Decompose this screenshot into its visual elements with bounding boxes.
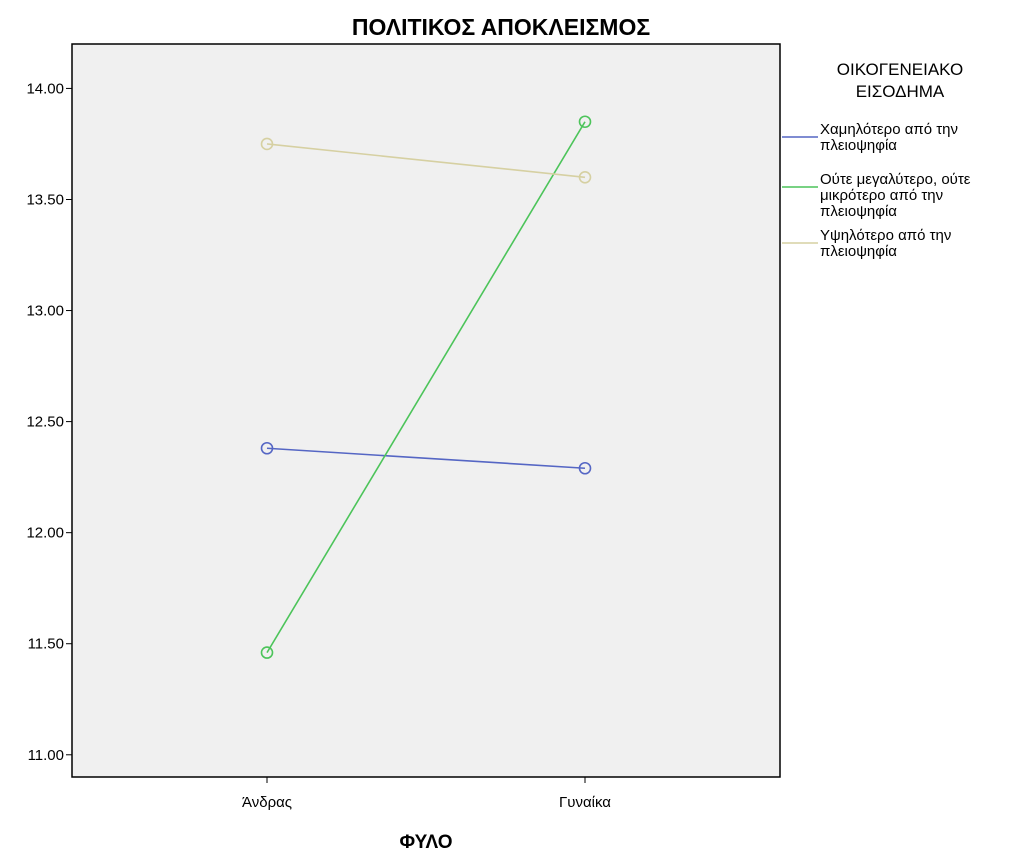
x-tick-label: Άνδρας: [242, 794, 292, 811]
plot-area: [71, 43, 781, 778]
y-tick-label: 13.00: [26, 303, 64, 320]
x-axis: Άνδρας Γυναίκα: [242, 777, 611, 811]
y-tick-label: 11.50: [28, 636, 64, 653]
legend-entry-label: Χαμηλότερο από την: [820, 121, 958, 138]
series-line: [266, 121, 586, 654]
series-line: [266, 143, 586, 179]
y-tick-label: 13.50: [26, 191, 64, 208]
legend-title: ΕΙΣΟΔΗΜΑ: [856, 82, 945, 101]
series-layer: [260, 115, 592, 659]
data-point: [578, 461, 592, 475]
y-axis: 11.00 11.50 12.00 12.50 13.00 13.50 14.00: [26, 80, 72, 764]
y-tick-label: 12.00: [26, 525, 64, 542]
legend-title: ΟΙΚΟΓΕΝΕΙΑΚΟ: [837, 60, 963, 79]
chart-title: ΠΟΛΙΤΙΚΟΣ ΑΠΟΚΛΕΙΣΜΟΣ: [352, 14, 650, 40]
data-point: [578, 115, 592, 129]
legend-entry-label: Ούτε μεγαλύτερο, ούτε: [820, 171, 971, 188]
data-point: [578, 170, 592, 184]
data-point: [260, 646, 274, 659]
x-axis-label: ΦΥΛΟ: [400, 832, 453, 853]
legend-entry-label: πλειοψηφία: [820, 137, 897, 154]
y-tick-label: 12.50: [26, 414, 64, 431]
y-tick-label: 11.00: [28, 747, 64, 764]
legend-entry-label: Υψηλότερο από την: [820, 227, 951, 244]
y-tick-label: 14.00: [26, 80, 64, 97]
data-point: [260, 137, 274, 151]
series-line: [266, 447, 586, 470]
x-tick-label: Γυναίκα: [559, 794, 611, 811]
legend-entry-label: πλειοψηφία: [820, 203, 897, 220]
legend-entry-label: μικρότερο από την: [820, 187, 943, 204]
data-point: [260, 441, 274, 455]
legend-entry-label: πλειοψηφία: [820, 243, 897, 260]
